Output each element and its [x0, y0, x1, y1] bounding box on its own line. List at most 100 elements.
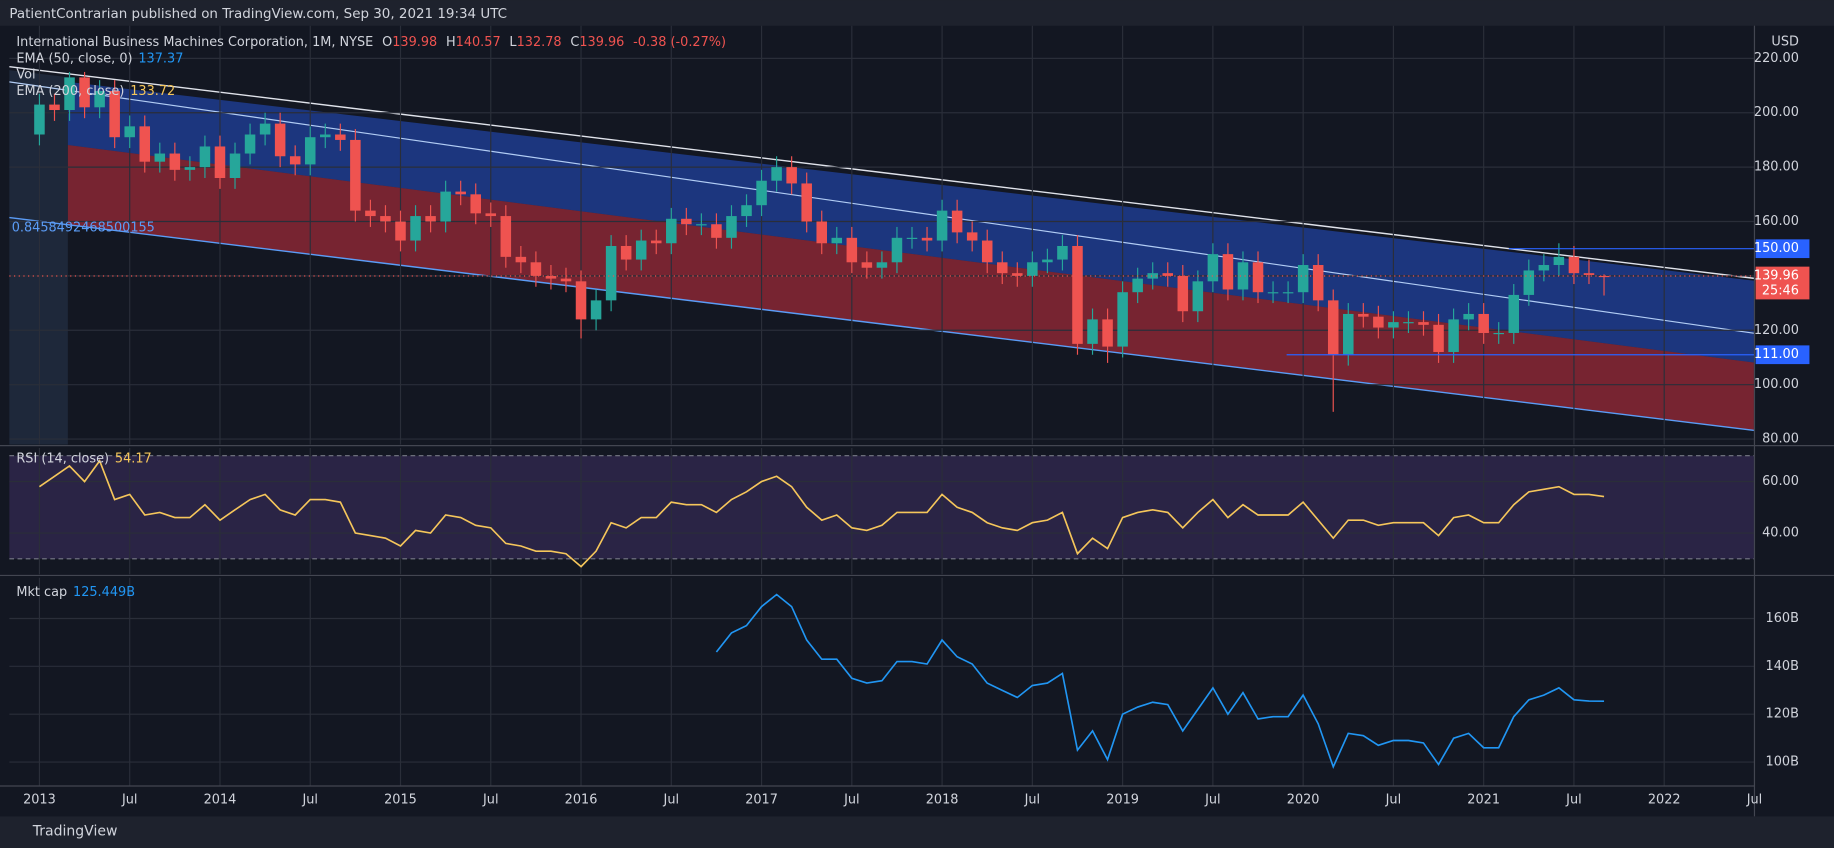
- level-label: 150.00: [1754, 241, 1799, 256]
- candle-body: [1027, 262, 1038, 276]
- x-tick-label: Jul: [482, 793, 499, 808]
- y-tick-label: 140B: [1766, 659, 1799, 674]
- candle-body: [1343, 313, 1354, 355]
- candle-body: [515, 256, 527, 263]
- ema50-name: EMA (50, close, 0): [16, 51, 132, 66]
- low-value: 132.78: [517, 35, 562, 50]
- candle-body: [440, 191, 451, 222]
- symbol-title: International Business Machines Corporat…: [16, 35, 373, 50]
- candle-body: [711, 224, 722, 238]
- candle-body: [771, 167, 782, 181]
- candle-body: [1282, 292, 1294, 294]
- published-text: PatientContrarian published on TradingVi…: [9, 7, 507, 22]
- candle-body: [1553, 256, 1565, 266]
- ohlc-letter: C: [570, 35, 579, 50]
- candle-body: [1523, 270, 1535, 295]
- x-tick-label: 2017: [745, 793, 778, 808]
- x-tick-label: 2020: [1287, 793, 1320, 808]
- candle-body: [801, 183, 812, 222]
- x-tick-label: 2021: [1467, 793, 1500, 808]
- candle-body: [470, 194, 481, 214]
- indicator-line: [38, 459, 1605, 568]
- candle-body: [605, 245, 617, 301]
- x-tick-label: Jul: [121, 793, 138, 808]
- candle-body: [846, 237, 858, 263]
- y-tick-label: 100B: [1766, 755, 1799, 770]
- candle-body: [1433, 324, 1444, 353]
- y-tick-label: 40.00: [1762, 526, 1799, 541]
- candle-body: [696, 224, 707, 226]
- x-tick-label: 2018: [926, 793, 959, 808]
- channel-top-line: [9, 65, 1755, 280]
- candle-body: [756, 180, 767, 206]
- candle-body: [455, 191, 466, 195]
- currency-label: USD: [1771, 35, 1799, 50]
- x-tick-label: Jul: [1204, 793, 1221, 808]
- candle-body: [1237, 262, 1249, 290]
- candle-body: [1403, 322, 1414, 324]
- candle-body: [530, 262, 542, 276]
- candle-body: [1463, 313, 1474, 320]
- x-tick-label: Jul: [301, 793, 318, 808]
- x-tick-label: Jul: [1024, 793, 1041, 808]
- indicator-line: [715, 593, 1605, 770]
- candle-body: [320, 134, 331, 138]
- candle-body: [1267, 292, 1279, 294]
- y-tick-label: 160.00: [1754, 214, 1799, 229]
- candle-body: [289, 156, 301, 165]
- y-tick-label: 220.00: [1754, 51, 1799, 66]
- candle-body: [380, 216, 391, 222]
- footer-bar: [0, 816, 1834, 848]
- candle-body: [726, 216, 737, 238]
- close-value: 139.96: [579, 35, 624, 50]
- candle-body: [545, 275, 557, 279]
- candle-body: [996, 262, 1008, 274]
- high-value: 140.57: [456, 35, 501, 50]
- x-tick-label: 2016: [565, 793, 598, 808]
- x-tick-label: Jul: [1746, 793, 1763, 808]
- countdown-label: 25:46: [1762, 284, 1799, 299]
- candle-body: [139, 126, 151, 162]
- ema50-value: 137.37: [138, 51, 183, 66]
- candle-body: [1072, 245, 1083, 344]
- candle-body: [184, 167, 196, 170]
- candle-body: [1508, 294, 1520, 333]
- candle-body: [94, 90, 105, 108]
- x-tick-label: Jul: [663, 793, 680, 808]
- candle-body: [936, 210, 948, 241]
- candle-body: [1297, 265, 1309, 293]
- ohlc-letter: H: [446, 35, 456, 50]
- candle-body: [64, 77, 75, 111]
- candle-body: [1568, 256, 1580, 274]
- candle-body: [1583, 273, 1595, 275]
- candle-body: [831, 237, 843, 244]
- candle-body: [650, 240, 662, 244]
- x-tick-label: Jul: [1565, 793, 1582, 808]
- candle-body: [921, 237, 933, 241]
- candle-body: [425, 216, 436, 222]
- y-tick-label: 80.00: [1762, 432, 1799, 447]
- candle-body: [169, 153, 181, 170]
- candle-body: [1132, 278, 1143, 293]
- candle-body: [274, 123, 286, 157]
- legend-title: International Business Machines Corporat…: [16, 35, 726, 50]
- candle-body: [816, 221, 827, 244]
- candle-body: [1418, 322, 1429, 325]
- candle-body: [395, 221, 406, 241]
- legend-ema50: EMA (50, close, 0) 137.37: [16, 51, 183, 66]
- candle-body: [1448, 319, 1459, 353]
- change-value: -0.38 (-0.27%): [633, 35, 726, 50]
- candle-body: [485, 213, 497, 217]
- x-tick-label: Jul: [1385, 793, 1402, 808]
- x-tick-label: 2013: [23, 793, 56, 808]
- header-bar: [0, 0, 1834, 26]
- candle-body: [861, 262, 873, 268]
- mktcap-name: Mkt cap: [16, 584, 67, 599]
- legend-vol: Vol: [16, 67, 35, 82]
- channel-mid-line: [9, 81, 1755, 334]
- x-tick-label: 2022: [1648, 793, 1681, 808]
- legend-rsi: RSI (14, close) 54.17: [16, 451, 151, 466]
- candle-body: [1192, 281, 1204, 312]
- candle-body: [154, 153, 166, 162]
